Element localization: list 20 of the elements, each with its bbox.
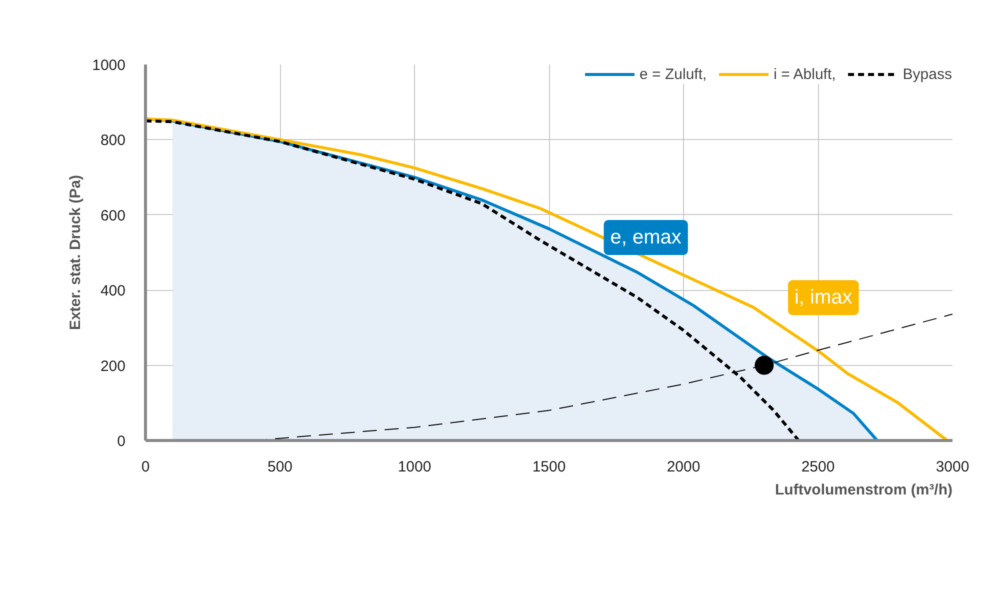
legend-label: i = Abluft, [774,66,836,82]
legend-label: e = Zuluft, [640,66,707,82]
y-tick-label: 200 [100,358,126,375]
y-tick-label: 600 [100,207,126,224]
x-tick-label: 500 [267,458,293,476]
x-tick-label: 2500 [801,458,835,476]
annotation: i, imax [794,286,852,309]
y-axis-title: Exter. stat. Druck (Pa) [67,174,84,330]
y-tick-label: 0 [117,433,126,450]
x-tick-label: 0 [141,458,150,476]
legend-label: Bypass [902,66,952,82]
x-tick-label: 2000 [666,458,700,476]
x-tick-label: 3000 [936,458,970,476]
y-tick-label: 800 [100,132,126,150]
y-tick-label: 400 [100,282,126,300]
x-tick-label: 1500 [532,458,566,476]
x-tick-label: 1000 [398,458,432,476]
annotation: e, emax [610,226,682,248]
y-tick-label: 1000 [92,57,126,74]
x-axis-title: Luftvolumenstrom (m³/h) [775,482,953,498]
